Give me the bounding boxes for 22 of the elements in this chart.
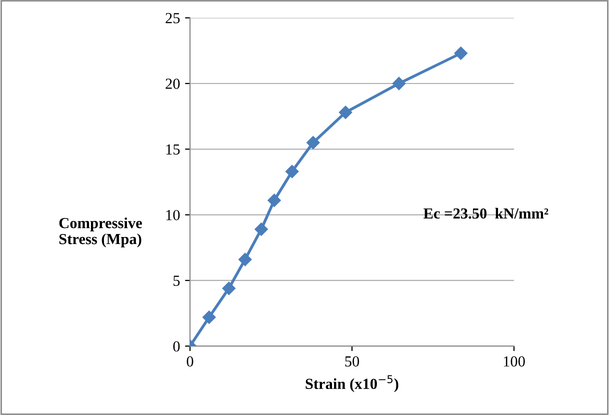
- x-tick-label: 100: [504, 356, 525, 367]
- point: [254, 222, 268, 236]
- y-tick-label: 15: [166, 144, 180, 155]
- x-tick-label: 50: [345, 356, 360, 367]
- x-tick-label: 0: [186, 356, 194, 367]
- y-tick-label: 20: [166, 78, 180, 89]
- point: [238, 252, 252, 266]
- point: [306, 136, 320, 150]
- y-tick-label: 0: [173, 341, 180, 352]
- y-tick-label: 25: [166, 13, 180, 24]
- point: [222, 282, 236, 295]
- point: [454, 46, 468, 60]
- y-axis-title: Compressive Stress (Mpa): [59, 217, 142, 248]
- y-tick-label: 5: [174, 276, 180, 286]
- point: [392, 76, 406, 90]
- point: [268, 194, 281, 207]
- y-tick-label: 10: [166, 210, 180, 220]
- x-axis-title: Strain (x10$^{−5}$): [306, 375, 398, 392]
- annotation: Ec =23.50 kN/mm²: [424, 208, 548, 219]
- point: [338, 106, 352, 119]
- point: [202, 310, 216, 324]
- point: [285, 164, 299, 178]
